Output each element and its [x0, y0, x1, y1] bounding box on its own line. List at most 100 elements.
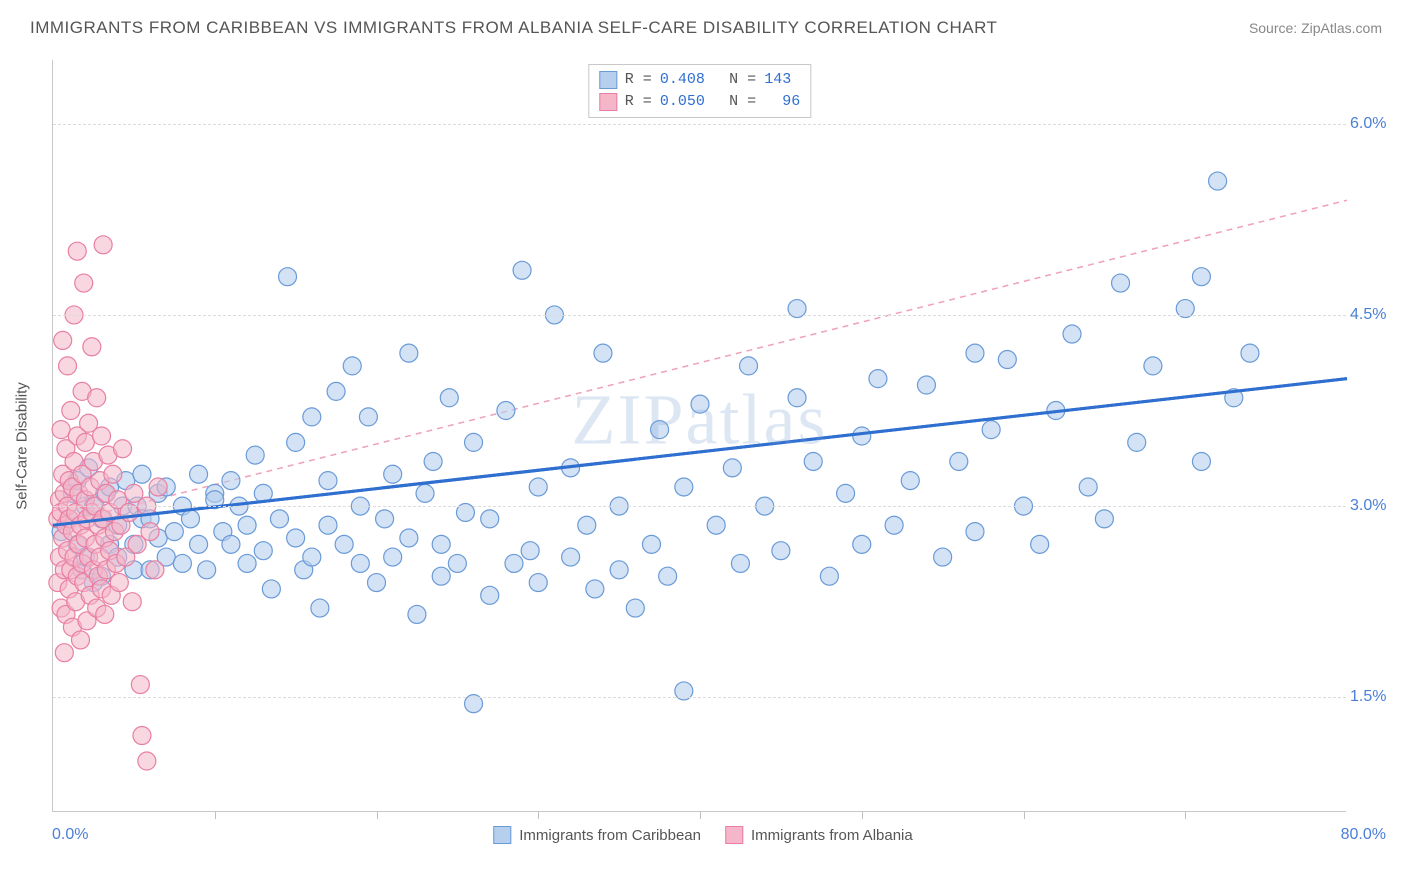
- data-point: [198, 561, 216, 579]
- data-point: [998, 351, 1016, 369]
- data-point: [465, 433, 483, 451]
- data-point: [917, 376, 935, 394]
- data-point: [707, 516, 725, 534]
- data-point: [279, 268, 297, 286]
- data-point: [853, 427, 871, 445]
- gridline-h: [53, 315, 1346, 316]
- data-point: [966, 344, 984, 362]
- data-point: [222, 472, 240, 490]
- data-point: [246, 446, 264, 464]
- data-point: [731, 554, 749, 572]
- data-point: [1031, 535, 1049, 553]
- data-point: [368, 574, 386, 592]
- legend-swatch: [599, 93, 617, 111]
- data-point: [885, 516, 903, 534]
- data-point: [110, 574, 128, 592]
- y-tick-label: 6.0%: [1350, 115, 1402, 133]
- data-point: [319, 516, 337, 534]
- legend-correlation-row: R =0.050 N = 96: [599, 91, 800, 113]
- data-point: [804, 452, 822, 470]
- data-point: [62, 402, 80, 420]
- data-point: [1112, 274, 1130, 292]
- data-point: [133, 465, 151, 483]
- data-point: [505, 554, 523, 572]
- y-tick-label: 3.0%: [1350, 497, 1402, 515]
- data-point: [123, 593, 141, 611]
- data-point: [59, 357, 77, 375]
- scatter-svg: [53, 60, 1346, 811]
- data-point: [1192, 452, 1210, 470]
- data-point: [71, 631, 89, 649]
- legend-r-label: R =: [625, 69, 652, 91]
- y-tick-label: 4.5%: [1350, 306, 1402, 324]
- data-point: [93, 427, 111, 445]
- data-point: [513, 261, 531, 279]
- plot-area: R =0.408 N =143R =0.050 N = 96 ZIPatlas …: [52, 60, 1346, 812]
- data-point: [359, 408, 377, 426]
- data-point: [1079, 478, 1097, 496]
- data-point: [626, 599, 644, 617]
- x-tick: [538, 811, 539, 819]
- data-point: [384, 548, 402, 566]
- data-point: [1128, 433, 1146, 451]
- data-point: [76, 433, 94, 451]
- data-point: [287, 529, 305, 547]
- data-point: [173, 554, 191, 572]
- data-point: [481, 586, 499, 604]
- data-point: [131, 676, 149, 694]
- y-axis-label: Self-Care Disability: [14, 382, 31, 510]
- data-point: [642, 535, 660, 553]
- x-tick: [1024, 811, 1025, 819]
- data-point: [400, 529, 418, 547]
- data-point: [1209, 172, 1227, 190]
- legend-swatch: [493, 826, 511, 844]
- data-point: [376, 510, 394, 528]
- data-point: [416, 484, 434, 502]
- x-tick: [862, 811, 863, 819]
- data-point: [950, 452, 968, 470]
- data-point: [772, 542, 790, 560]
- data-point: [934, 548, 952, 566]
- data-point: [88, 389, 106, 407]
- source-label: Source: ZipAtlas.com: [1249, 20, 1382, 36]
- data-point: [740, 357, 758, 375]
- data-point: [424, 452, 442, 470]
- x-max-label: 80.0%: [1341, 826, 1386, 844]
- data-point: [586, 580, 604, 598]
- data-point: [1144, 357, 1162, 375]
- legend-series-label: Immigrants from Albania: [751, 827, 913, 844]
- data-point: [432, 535, 450, 553]
- data-point: [351, 554, 369, 572]
- data-point: [529, 478, 547, 496]
- data-point: [1095, 510, 1113, 528]
- x-tick: [215, 811, 216, 819]
- data-point: [481, 510, 499, 528]
- legend-n-value: 143: [764, 69, 791, 91]
- data-point: [114, 440, 132, 458]
- legend-r-label: R =: [625, 91, 652, 113]
- data-point: [222, 535, 240, 553]
- data-point: [262, 580, 280, 598]
- data-point: [146, 561, 164, 579]
- x-tick: [377, 811, 378, 819]
- data-point: [788, 389, 806, 407]
- legend-n-label: N =: [729, 91, 756, 113]
- data-point: [303, 408, 321, 426]
- x-tick: [700, 811, 701, 819]
- data-point: [238, 516, 256, 534]
- data-point: [578, 516, 596, 534]
- x-origin-label: 0.0%: [52, 826, 88, 844]
- data-point: [521, 542, 539, 560]
- data-point: [1241, 344, 1259, 362]
- data-point: [1192, 268, 1210, 286]
- data-point: [400, 344, 418, 362]
- data-point: [982, 421, 1000, 439]
- data-point: [675, 478, 693, 496]
- data-point: [238, 554, 256, 572]
- data-point: [270, 510, 288, 528]
- data-point: [190, 535, 208, 553]
- data-point: [853, 535, 871, 553]
- legend-correlation-row: R =0.408 N =143: [599, 69, 800, 91]
- legend-n-value: 96: [764, 91, 800, 113]
- data-point: [659, 567, 677, 585]
